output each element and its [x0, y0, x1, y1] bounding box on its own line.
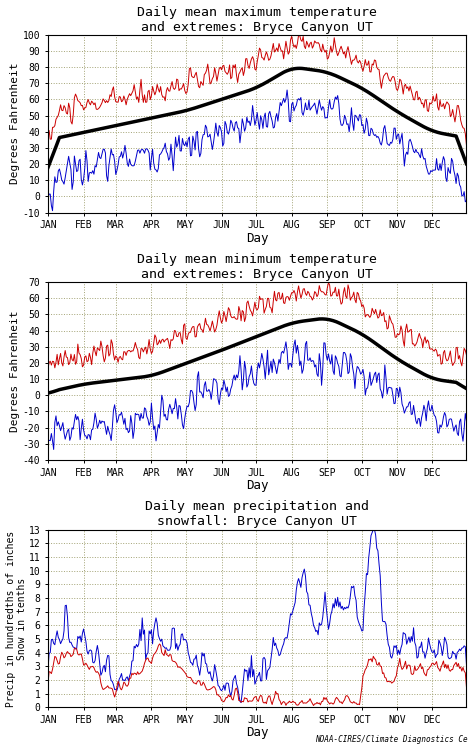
Text: NOAA-CIRES/Climate Diagnostics Ce: NOAA-CIRES/Climate Diagnostics Ce: [315, 735, 467, 744]
Y-axis label: Degrees Fahrenheit: Degrees Fahrenheit: [10, 63, 20, 185]
Title: Daily mean precipitation and
snowfall: Bryce Canyon UT: Daily mean precipitation and snowfall: B…: [145, 501, 369, 528]
Y-axis label: Precip in hundredths of inches
Snow in tenths: Precip in hundredths of inches Snow in t…: [6, 530, 27, 706]
Y-axis label: Degrees Fahrenheit: Degrees Fahrenheit: [10, 311, 20, 432]
Title: Daily mean maximum temperature
and extremes: Bryce Canyon UT: Daily mean maximum temperature and extre…: [137, 5, 377, 34]
Title: Daily mean minimum temperature
and extremes: Bryce Canyon UT: Daily mean minimum temperature and extre…: [137, 253, 377, 281]
X-axis label: Day: Day: [246, 479, 269, 492]
X-axis label: Day: Day: [246, 726, 269, 740]
X-axis label: Day: Day: [246, 232, 269, 244]
